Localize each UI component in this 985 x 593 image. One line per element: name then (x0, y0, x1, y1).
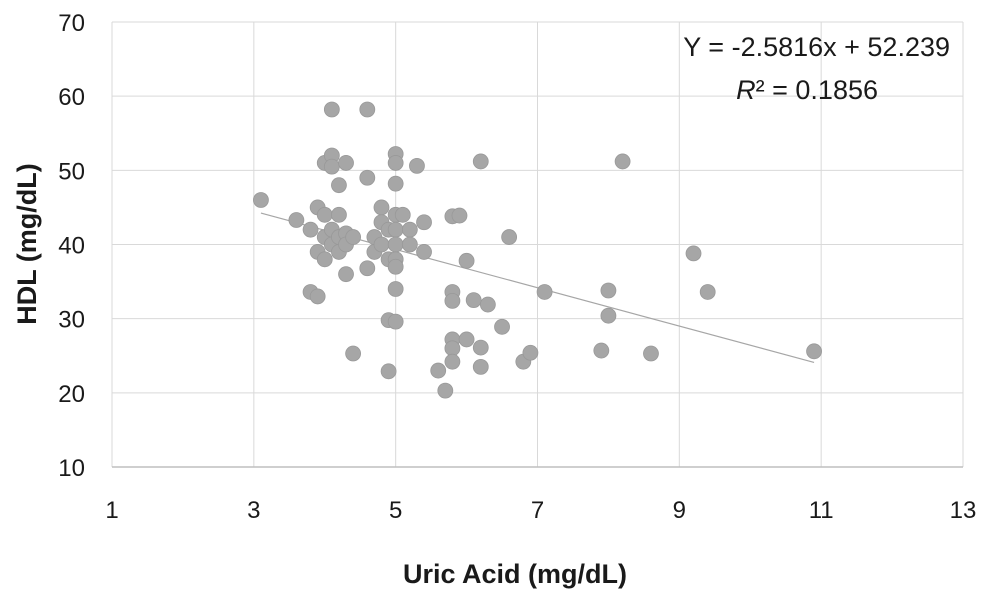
data-point (536, 284, 553, 300)
data-point (394, 206, 411, 223)
data-point (600, 307, 617, 324)
data-point (288, 212, 305, 228)
x-tick-label: 5 (389, 497, 402, 524)
data-point (458, 252, 475, 269)
data-point (643, 345, 659, 362)
data-point (323, 101, 340, 118)
x-tick-label: 7 (531, 497, 544, 524)
data-point (444, 340, 461, 357)
data-point (494, 318, 510, 335)
data-point (699, 284, 716, 300)
data-point (472, 339, 489, 356)
data-point (253, 192, 269, 208)
x-tick-label: 11 (809, 497, 834, 524)
y-tick-label: 20 (58, 381, 85, 408)
data-point (430, 362, 447, 379)
r-squared-label: R² = 0.1856 (736, 75, 878, 105)
y-tick-label: 70 (58, 10, 85, 37)
data-point (359, 101, 376, 118)
data-points (253, 101, 822, 399)
gridlines (111, 21, 964, 467)
y-tick-label: 50 (58, 158, 85, 185)
x-tick-label: 3 (247, 497, 260, 524)
data-point (685, 245, 702, 262)
data-point (401, 236, 418, 253)
data-point (437, 382, 454, 399)
data-point (373, 199, 390, 216)
data-point (338, 266, 354, 283)
data-point (522, 344, 539, 361)
data-point (416, 214, 432, 231)
data-point (345, 229, 362, 245)
data-point (472, 358, 489, 375)
data-point (338, 155, 354, 171)
y-tick-label: 60 (58, 84, 85, 111)
data-point (380, 363, 397, 380)
data-point (331, 206, 347, 223)
data-point (309, 288, 326, 305)
data-point (373, 236, 390, 253)
data-point (416, 244, 432, 260)
data-point (387, 281, 404, 297)
data-point (444, 292, 461, 309)
r-squared-value: ² = 0.1856 (756, 75, 878, 105)
x-tick-label: 13 (950, 497, 977, 524)
data-point (451, 207, 468, 224)
data-point (806, 343, 822, 360)
data-point (593, 342, 610, 359)
data-point (409, 157, 425, 174)
data-point (472, 153, 489, 170)
data-point (323, 158, 340, 175)
y-axis-title: HDL (mg/dL) (12, 163, 42, 324)
data-point (345, 345, 362, 362)
trendline-equation: Y = -2.5816x + 52.239 (683, 32, 950, 62)
x-axis-title: Uric Acid (mg/dL) (403, 559, 627, 589)
data-point (387, 221, 404, 238)
data-point (479, 296, 496, 313)
data-point (387, 155, 404, 171)
y-tick-label: 10 (58, 455, 85, 482)
x-tick-label: 9 (673, 497, 686, 524)
data-point (359, 169, 376, 186)
data-point (401, 221, 418, 238)
data-point (614, 153, 631, 170)
y-tick-label: 30 (58, 307, 85, 334)
data-point (444, 353, 461, 370)
data-point (387, 175, 404, 192)
data-point (331, 177, 347, 194)
data-point (359, 260, 376, 277)
data-point (387, 258, 404, 275)
data-point (600, 282, 617, 299)
y-tick-label: 40 (58, 233, 85, 260)
data-point (458, 331, 475, 348)
data-point (316, 251, 333, 268)
data-point (465, 292, 482, 309)
data-point (387, 313, 404, 330)
data-point (501, 229, 518, 245)
x-tick-label: 1 (105, 497, 118, 524)
data-point (316, 206, 333, 223)
data-point (302, 221, 319, 238)
r-squared-symbol: R (736, 75, 756, 105)
data-point (387, 236, 404, 253)
